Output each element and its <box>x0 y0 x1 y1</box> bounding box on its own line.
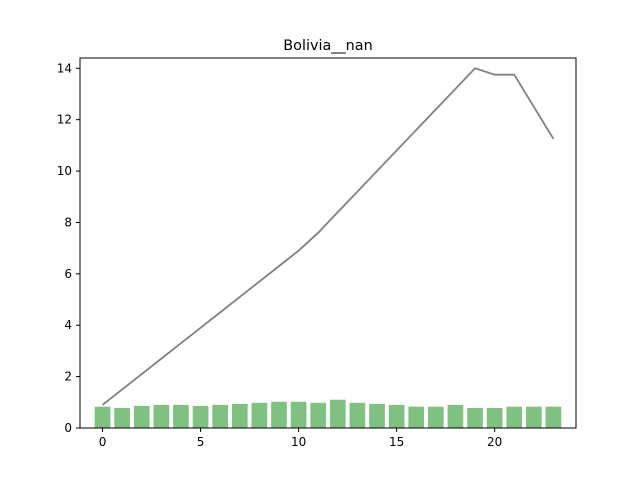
ticks-layer: 0 5 10 15 20 0 2 4 6 8 10 12 14 <box>57 61 503 449</box>
x-tick-label: 20 <box>487 435 502 449</box>
x-tick-label: 10 <box>291 435 306 449</box>
y-tick-label: 6 <box>64 267 72 281</box>
y-tick-label: 10 <box>57 164 72 178</box>
bar <box>290 401 307 428</box>
bar <box>388 404 405 429</box>
bar <box>526 406 542 428</box>
bar <box>408 406 425 428</box>
line-layer <box>101 67 555 406</box>
bar <box>114 407 130 428</box>
bar <box>310 402 327 428</box>
bar <box>447 404 464 429</box>
bar <box>173 404 189 429</box>
bar <box>369 403 385 428</box>
bar <box>329 399 346 428</box>
series-line <box>101 67 555 406</box>
bar <box>486 407 503 428</box>
y-tick-label: 4 <box>64 318 72 332</box>
x-tick-label: 0 <box>99 435 107 449</box>
axes-frame <box>79 57 577 429</box>
x-tick-label: 5 <box>197 435 205 449</box>
y-tick-label: 14 <box>57 61 72 75</box>
bar <box>94 406 111 428</box>
x-tick-label: 15 <box>389 435 404 449</box>
bar <box>349 402 366 428</box>
y-tick-label: 8 <box>64 215 72 229</box>
bar <box>545 406 562 428</box>
y-tick-label: 2 <box>64 370 72 384</box>
bar <box>506 406 523 428</box>
bar <box>271 401 287 428</box>
bar <box>133 405 150 428</box>
y-tick-label: 0 <box>64 421 72 435</box>
bar <box>212 404 229 429</box>
axes-background <box>80 58 576 428</box>
bar <box>251 402 268 428</box>
y-tick-label: 12 <box>57 113 72 127</box>
bar <box>192 405 209 428</box>
bar <box>231 403 248 428</box>
bars-layer <box>94 399 562 429</box>
bar <box>467 407 483 428</box>
bar <box>427 406 444 428</box>
bar <box>153 404 170 429</box>
chart-title: Bolivia__nan <box>283 38 372 54</box>
